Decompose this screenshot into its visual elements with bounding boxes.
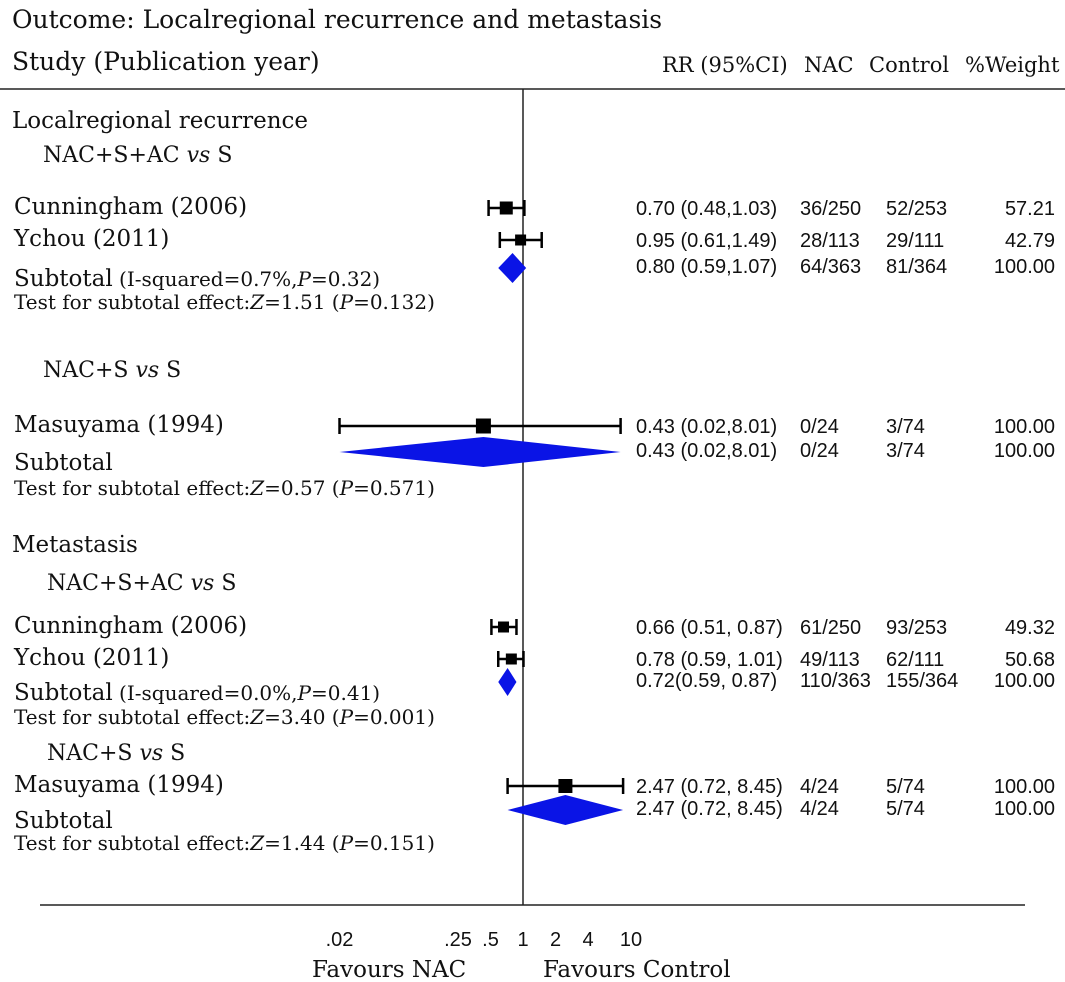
forest-rows: Localregional recurrence NAC+S+AC vs S Cun… bbox=[12, 108, 1055, 855]
nac-events-value: 110/363 bbox=[800, 670, 871, 692]
nac-events-value: 64/363 bbox=[800, 256, 861, 278]
rr-ci-value: 0.80 (0.59,1.07) bbox=[636, 256, 777, 278]
nac-events-value: 0/24 bbox=[800, 440, 839, 462]
weight-column-header: %Weight bbox=[965, 53, 1060, 77]
subtotal-label: Subtotal (I-squared=0.7%,P=0.32) bbox=[14, 266, 380, 292]
control-events-value: 3/74 bbox=[886, 416, 925, 438]
x-tick-label: .5 bbox=[482, 929, 499, 951]
weight-value: 100.00 bbox=[994, 440, 1055, 462]
subtotal-effect-test: Test for subtotal effect:Z=1.44 (P=0.151… bbox=[14, 831, 435, 855]
point-estimate-marker bbox=[475, 418, 491, 434]
subtotal-effect-test: Test for subtotal effect:Z=1.51 (P=0.132… bbox=[14, 290, 435, 314]
weight-value: 100.00 bbox=[994, 416, 1055, 438]
study-name: Masuyama (1994) bbox=[14, 412, 224, 438]
nac-events-value: 4/24 bbox=[800, 776, 839, 798]
nac-events-value: 49/113 bbox=[800, 649, 860, 671]
rr-ci-value: 0.66 (0.51, 0.87) bbox=[636, 617, 783, 639]
subtotal-label: Subtotal bbox=[14, 808, 113, 834]
x-tick-label: 1 bbox=[517, 929, 528, 951]
control-events-value: 5/74 bbox=[886, 798, 925, 820]
comparison-label: NAC+S+AC vs S bbox=[47, 571, 236, 596]
subtotal-effect-test: Test for subtotal effect:Z=0.57 (P=0.571… bbox=[14, 476, 435, 500]
weight-value: 100.00 bbox=[994, 256, 1055, 278]
x-tick-label: 10 bbox=[620, 929, 642, 951]
comparison-label: NAC+S vs S bbox=[43, 358, 181, 383]
subtotal-label: Subtotal (I-squared=0.0%,P=0.41) bbox=[14, 680, 380, 706]
rr-ci-value: 0.43 (0.02,8.01) bbox=[636, 440, 777, 462]
weight-value: 100.00 bbox=[994, 776, 1055, 798]
point-estimate-marker bbox=[505, 653, 517, 665]
x-axis-ticks: .02 .25 .5 1 2 4 10 bbox=[326, 929, 643, 951]
x-tick-label: .02 bbox=[326, 929, 354, 951]
control-events-value: 29/111 bbox=[886, 230, 944, 252]
subtotal-label: Subtotal bbox=[14, 450, 113, 476]
weight-value: 42.79 bbox=[1005, 230, 1055, 252]
nac-events-value: 4/24 bbox=[800, 798, 839, 820]
nac-events-value: 28/113 bbox=[800, 230, 860, 252]
nac-column-header: NAC bbox=[804, 53, 854, 77]
study-column-header: Study (Publication year) bbox=[12, 47, 320, 76]
section-title: Localregional recurrence bbox=[12, 108, 308, 134]
control-events-value: 155/364 bbox=[886, 670, 958, 692]
section-title: Metastasis bbox=[12, 532, 138, 558]
comparison-label: NAC+S+AC vs S bbox=[43, 143, 232, 168]
weight-value: 50.68 bbox=[1005, 649, 1055, 671]
subtotal-diamond bbox=[498, 668, 517, 696]
control-events-value: 52/253 bbox=[886, 198, 947, 220]
rr-ci-value: 0.43 (0.02,8.01) bbox=[636, 416, 777, 438]
chart-title: Outcome: Localregional recurrence and me… bbox=[12, 5, 662, 34]
rr-ci-value: 0.70 (0.48,1.03) bbox=[636, 198, 777, 220]
control-events-value: 62/111 bbox=[886, 649, 944, 671]
study-name: Ychou (2011) bbox=[13, 226, 169, 252]
x-tick-label: .25 bbox=[444, 929, 472, 951]
point-estimate-marker bbox=[498, 621, 510, 633]
rr-ci-value: 0.78 (0.59, 1.01) bbox=[636, 649, 783, 671]
control-column-header: Control bbox=[869, 53, 949, 77]
point-estimate-marker bbox=[515, 234, 527, 246]
rr-ci-value: 0.95 (0.61,1.49) bbox=[636, 230, 777, 252]
rr-ci-value: 2.47 (0.72, 8.45) bbox=[636, 776, 783, 798]
subtotal-diamond bbox=[507, 795, 624, 825]
point-estimate-marker bbox=[499, 201, 513, 215]
nac-events-value: 0/24 bbox=[800, 416, 839, 438]
control-events-value: 3/74 bbox=[886, 440, 925, 462]
weight-value: 100.00 bbox=[994, 670, 1055, 692]
weight-value: 57.21 bbox=[1005, 198, 1055, 220]
favours-nac-label: Favours NAC bbox=[312, 957, 466, 982]
rr-ci-value: 0.72(0.59, 0.87) bbox=[636, 670, 777, 692]
subtotal-diamond bbox=[339, 437, 621, 467]
favours-control-label: Favours Control bbox=[543, 957, 731, 982]
x-tick-label: 2 bbox=[550, 929, 561, 951]
x-tick-label: 4 bbox=[582, 929, 593, 951]
control-events-value: 81/364 bbox=[886, 256, 947, 278]
control-events-value: 5/74 bbox=[886, 776, 925, 798]
weight-value: 100.00 bbox=[994, 798, 1055, 820]
study-name: Cunningham (2006) bbox=[14, 194, 247, 220]
study-name: Ychou (2011) bbox=[13, 645, 169, 671]
point-estimate-marker bbox=[558, 779, 573, 793]
rr-ci-value: 2.47 (0.72, 8.45) bbox=[636, 798, 783, 820]
weight-value: 49.32 bbox=[1005, 617, 1055, 639]
nac-events-value: 61/250 bbox=[800, 617, 861, 639]
control-events-value: 93/253 bbox=[886, 617, 947, 639]
study-name: Cunningham (2006) bbox=[14, 613, 247, 639]
subtotal-diamond bbox=[498, 253, 527, 283]
rr-column-header: RR (95%CI) bbox=[662, 53, 788, 77]
nac-events-value: 36/250 bbox=[800, 198, 861, 220]
subtotal-effect-test: Test for subtotal effect:Z=3.40 (P=0.001… bbox=[14, 705, 435, 729]
study-name: Masuyama (1994) bbox=[14, 772, 224, 798]
comparison-label: NAC+S vs S bbox=[47, 741, 185, 766]
